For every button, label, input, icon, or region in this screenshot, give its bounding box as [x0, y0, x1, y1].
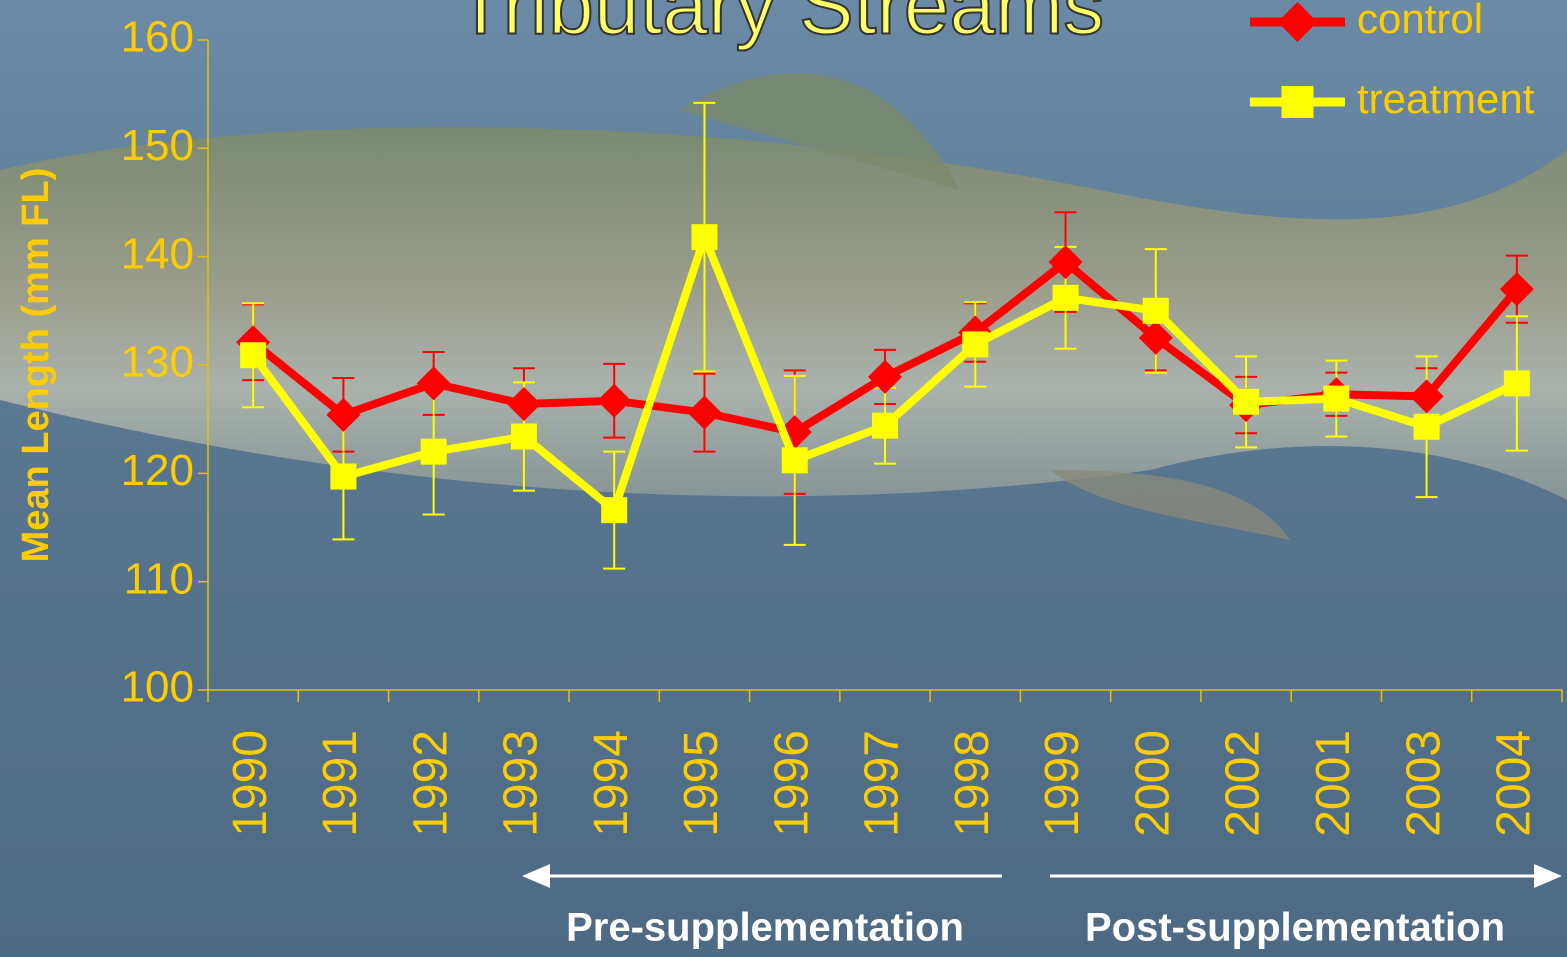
point: [510, 423, 537, 450]
legend-marker: [1277, 2, 1318, 42]
y-tick-label: 160: [121, 13, 194, 62]
point: [687, 395, 722, 430]
y-tick-label: 120: [121, 446, 194, 495]
y-axis-label: Mean Length (mm FL): [15, 168, 57, 563]
point: [420, 438, 447, 465]
point: [1142, 297, 1169, 324]
arrow-head: [1534, 864, 1562, 888]
x-tick-label: 1995: [675, 730, 728, 837]
x-tick-label: 1997: [856, 730, 909, 837]
y-tick-label: 150: [121, 121, 194, 170]
point: [506, 387, 541, 421]
point: [1048, 245, 1083, 280]
y-tick-label: 110: [124, 554, 194, 603]
x-tick-label: 2003: [1397, 730, 1450, 837]
y-tick-label: 100: [121, 663, 194, 712]
x-tick-label: 2004: [1488, 730, 1541, 837]
x-tick-label: 2001: [1307, 730, 1360, 837]
x-tick-label: 1993: [495, 730, 548, 837]
legend-label: control: [1357, 0, 1483, 42]
point: [601, 497, 628, 524]
annotation: Post-supplementation: [1085, 906, 1505, 950]
point: [962, 331, 989, 358]
point: [872, 412, 898, 439]
fish-fin: [1050, 470, 1290, 540]
point: [868, 359, 902, 394]
arrow-head: [522, 864, 550, 888]
point: [416, 366, 451, 401]
point: [781, 447, 808, 474]
x-tick-label: 1996: [765, 730, 818, 837]
x-tick-label: 1998: [946, 730, 999, 837]
point: [1499, 272, 1534, 307]
point: [1409, 379, 1444, 414]
x-tick-label: 1994: [585, 730, 638, 837]
x-tick-label: 1999: [1036, 730, 1089, 837]
chart-title: Tributary Streams: [456, 0, 1105, 52]
legend-label: treatment: [1357, 75, 1535, 122]
x-tick-label: 2002: [1217, 730, 1270, 837]
point: [330, 463, 357, 490]
point: [1052, 284, 1079, 311]
point: [691, 224, 718, 251]
point: [1233, 388, 1260, 415]
fish-photo: [0, 127, 1567, 500]
point: [1323, 385, 1350, 412]
x-tick-label: 1991: [314, 730, 367, 837]
point: [1138, 320, 1173, 355]
point: [326, 397, 361, 432]
fish-fin: [680, 73, 960, 190]
y-tick-label: 140: [121, 229, 194, 278]
x-tick-label: 1992: [404, 730, 457, 837]
point: [1413, 413, 1440, 440]
point: [240, 342, 267, 369]
annotation: Pre-supplementation: [566, 906, 964, 950]
legend-marker: [1281, 86, 1314, 118]
point: [1503, 370, 1530, 397]
x-tick-label: 2000: [1126, 730, 1179, 837]
point: [597, 383, 632, 418]
x-tick-label: 1990: [224, 730, 277, 837]
y-tick-label: 130: [121, 338, 194, 387]
